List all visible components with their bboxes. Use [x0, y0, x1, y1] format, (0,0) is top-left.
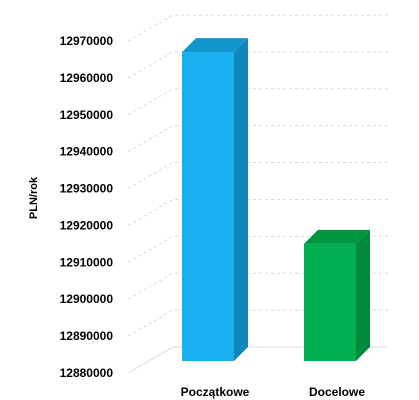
grid-line	[127, 162, 388, 189]
y-tick-label: 12900000	[60, 292, 114, 306]
y-axis-title: PLN/rok	[28, 176, 40, 219]
bar-top-face	[182, 38, 248, 53]
y-tick-label: 12890000	[60, 329, 114, 343]
y-tick-label: 12970000	[60, 34, 114, 48]
grid-line	[127, 198, 388, 226]
y-tick-label: 12960000	[60, 71, 114, 85]
grid-line	[127, 88, 388, 116]
y-tick-label: 12930000	[60, 182, 114, 196]
category-labels: Początkowe Docelowe	[181, 385, 366, 399]
bar-2	[304, 229, 370, 361]
y-tick-label: 12910000	[60, 255, 114, 269]
bar-top-face	[304, 229, 370, 244]
y-tick-label: 12920000	[60, 218, 114, 232]
bar-1	[182, 38, 248, 362]
bar-front-face	[182, 52, 234, 362]
category-label: Początkowe	[181, 385, 250, 399]
bar-side-face	[234, 38, 248, 362]
grid-line	[127, 14, 388, 42]
bar-front-face	[304, 243, 356, 361]
y-tick-label: 12950000	[60, 108, 114, 122]
y-tick-label: 12880000	[60, 366, 114, 380]
grid-line	[127, 51, 388, 79]
bar-side-face	[356, 229, 370, 361]
y-tick-labels: 12880000 12890000 12900000 12910000 12920000…	[60, 34, 114, 380]
category-label: Docelowe	[309, 385, 365, 399]
y-tick-label: 12940000	[60, 145, 114, 159]
grid-line	[127, 125, 388, 153]
bars	[182, 38, 370, 362]
